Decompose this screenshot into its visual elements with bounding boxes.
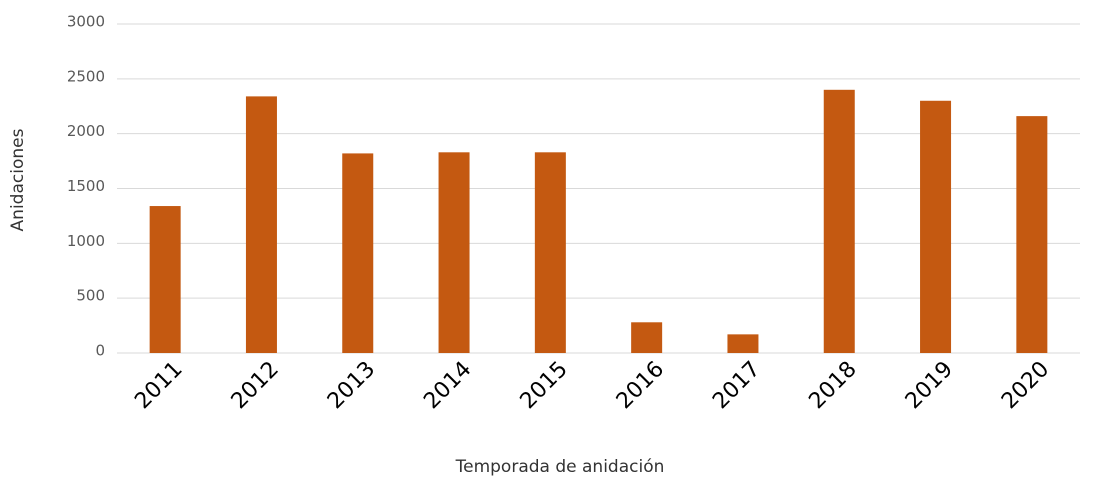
- x-tick-label: 2012: [227, 357, 284, 414]
- y-tick-label: 500: [76, 287, 105, 305]
- bar: [438, 152, 470, 353]
- y-tick-label: 0: [95, 342, 105, 360]
- bar: [1016, 116, 1048, 354]
- y-axis-title: Anidaciones: [8, 128, 28, 231]
- x-tick-label: 2014: [419, 357, 476, 414]
- x-tick-label: 2015: [516, 357, 573, 414]
- x-tick-label: 2017: [708, 357, 765, 414]
- bar: [342, 153, 374, 353]
- y-tick-label: 2500: [67, 67, 105, 85]
- bar: [727, 334, 759, 353]
- x-tick-label: 2020: [997, 357, 1054, 414]
- bar: [534, 152, 566, 353]
- y-tick-label: 2000: [67, 122, 105, 140]
- x-tick-label: 2016: [612, 357, 669, 414]
- bar: [823, 89, 855, 354]
- bar: [920, 100, 952, 354]
- x-axis-title: Temporada de anidación: [455, 457, 665, 477]
- y-tick-label: 1500: [67, 177, 105, 195]
- x-tick-label: 2019: [901, 357, 958, 414]
- bar: [631, 322, 663, 353]
- x-tick-label: 2013: [323, 357, 380, 414]
- x-tick-label: 2018: [804, 357, 861, 414]
- y-tick-label: 1000: [67, 232, 105, 250]
- y-tick-label: 3000: [67, 13, 105, 31]
- bar: [149, 206, 181, 353]
- x-tick-label: 2011: [130, 357, 187, 414]
- bar: [245, 96, 277, 353]
